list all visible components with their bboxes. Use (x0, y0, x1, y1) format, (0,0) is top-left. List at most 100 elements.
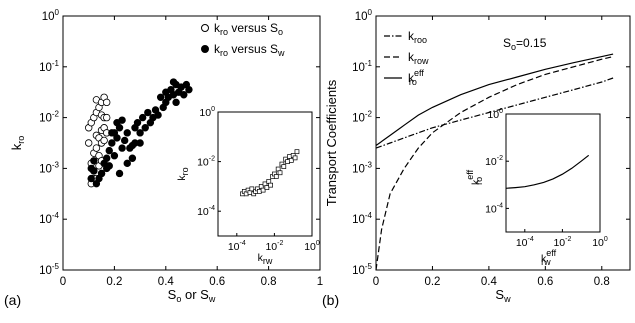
tick-exponent: -4 (528, 236, 534, 243)
inset-data-point (294, 149, 300, 155)
tick-base: 10 (485, 156, 497, 168)
data-point-sw (108, 139, 116, 147)
plot-frame (62, 15, 321, 271)
data-point-sw (180, 91, 188, 99)
tick-base: 10 (39, 214, 52, 226)
inset-x-tick-label: 100 (592, 236, 608, 249)
tick-base: 10 (516, 237, 528, 249)
tick-exponent: -4 (240, 240, 246, 247)
y-tick-label: 10-2 (39, 110, 59, 125)
tick-exponent: 0 (316, 240, 320, 247)
label-text: k (214, 42, 221, 56)
label-text: k (470, 179, 482, 185)
x-tick-label: 0 (60, 276, 66, 288)
data-point-sw (144, 108, 152, 117)
inset-data-point (249, 186, 255, 192)
panel-label: (b) (322, 292, 339, 308)
tick-base: 10 (355, 11, 368, 23)
inset-data-point (281, 164, 287, 169)
label-text: k (541, 253, 547, 265)
label-text: k (214, 21, 221, 35)
x-tick-label: 1 (317, 276, 323, 288)
inset-x-axis-label: krw (258, 252, 273, 266)
data-point-sw (87, 174, 95, 183)
tick-base: 10 (199, 107, 211, 119)
inset-y-tick-label: 10-2 (197, 156, 215, 169)
inset-y-tick-label: 10-4 (197, 205, 215, 218)
tick-exponent: -1 (365, 59, 373, 68)
tick-exponent: -5 (365, 262, 373, 271)
inset-y-tick-label: 100 (487, 108, 503, 121)
tick-base: 10 (352, 62, 365, 74)
tick-exponent: -2 (209, 156, 215, 163)
label-superscript: eff (465, 169, 475, 179)
data-point-sw (113, 134, 121, 142)
label-superscript: eff (414, 68, 424, 78)
label-subscript: o (176, 294, 181, 304)
legend-label: kro versus Sw (214, 42, 285, 58)
data-point-so (84, 139, 93, 147)
tick-base: 10 (265, 241, 277, 253)
legend-marker (201, 24, 209, 32)
tick-exponent: -3 (52, 160, 60, 169)
x-tick-label: 0.2 (106, 276, 122, 288)
x-tick-label: 0 (373, 276, 379, 288)
inset-x-tick-label: 10-4 (516, 236, 534, 249)
legend-marker (201, 45, 209, 53)
x-tick-label: 0.2 (424, 276, 440, 288)
tick-exponent: 0 (499, 108, 503, 115)
label-subscript: w (277, 48, 285, 58)
plot-frame (375, 15, 631, 271)
inset-data-point (273, 174, 279, 179)
inset-data-point (257, 189, 262, 194)
data-point-sw (90, 167, 98, 175)
label-subscript: w (503, 294, 511, 304)
tick-base: 10 (42, 11, 55, 23)
x-tick-label: 0.4 (158, 276, 175, 288)
inset-data-point (264, 185, 270, 190)
tick-exponent: -4 (365, 211, 373, 220)
tick-base: 10 (39, 163, 52, 175)
label-text: k (408, 50, 415, 64)
tick-base: 10 (487, 109, 499, 121)
inset-y-axis-label: kro (176, 167, 190, 180)
y-tick-label: 10-2 (352, 110, 372, 125)
tick-base: 10 (352, 163, 365, 175)
y-tick-label: 10-3 (39, 160, 59, 175)
tick-base: 10 (228, 241, 240, 253)
data-point-sw (120, 136, 129, 145)
data-point-sw (123, 159, 131, 168)
legend-label-roo: kroo (408, 29, 427, 45)
y-axis-label: Transport Coefficients (324, 79, 339, 206)
tick-exponent: -4 (497, 202, 503, 209)
tick-base: 10 (553, 237, 565, 249)
label-text: or S (181, 287, 209, 302)
label-subscript: o (278, 27, 283, 37)
label-subscript: roo (414, 35, 427, 45)
label-text: =0.15 (516, 36, 547, 50)
tick-base: 10 (197, 157, 209, 169)
inset-frame (505, 113, 601, 233)
tick-base: 10 (39, 62, 52, 74)
tick-base: 10 (39, 265, 52, 277)
y-tick-label: 10-4 (352, 211, 372, 226)
tick-exponent: -4 (52, 211, 60, 220)
data-point-sw (102, 154, 111, 162)
data-point-sw (118, 144, 126, 152)
tick-exponent: -4 (209, 205, 215, 212)
tick-base: 10 (304, 241, 316, 253)
x-tick-label: 0.8 (261, 276, 277, 288)
legend-label-ro: keff ro (408, 68, 424, 87)
label-superscript: eff (546, 248, 556, 258)
data-point-sw (105, 162, 113, 170)
inset-y-tick-label: 10-4 (485, 202, 503, 215)
data-point-sw (123, 129, 131, 137)
tick-base: 10 (39, 113, 52, 125)
series-line-row (375, 56, 614, 271)
x-tick-label: 0.8 (594, 276, 610, 288)
inset-data-point (292, 155, 298, 161)
inset-data-point (260, 187, 266, 193)
data-point-sw (156, 93, 165, 101)
tick-base: 10 (352, 214, 365, 226)
